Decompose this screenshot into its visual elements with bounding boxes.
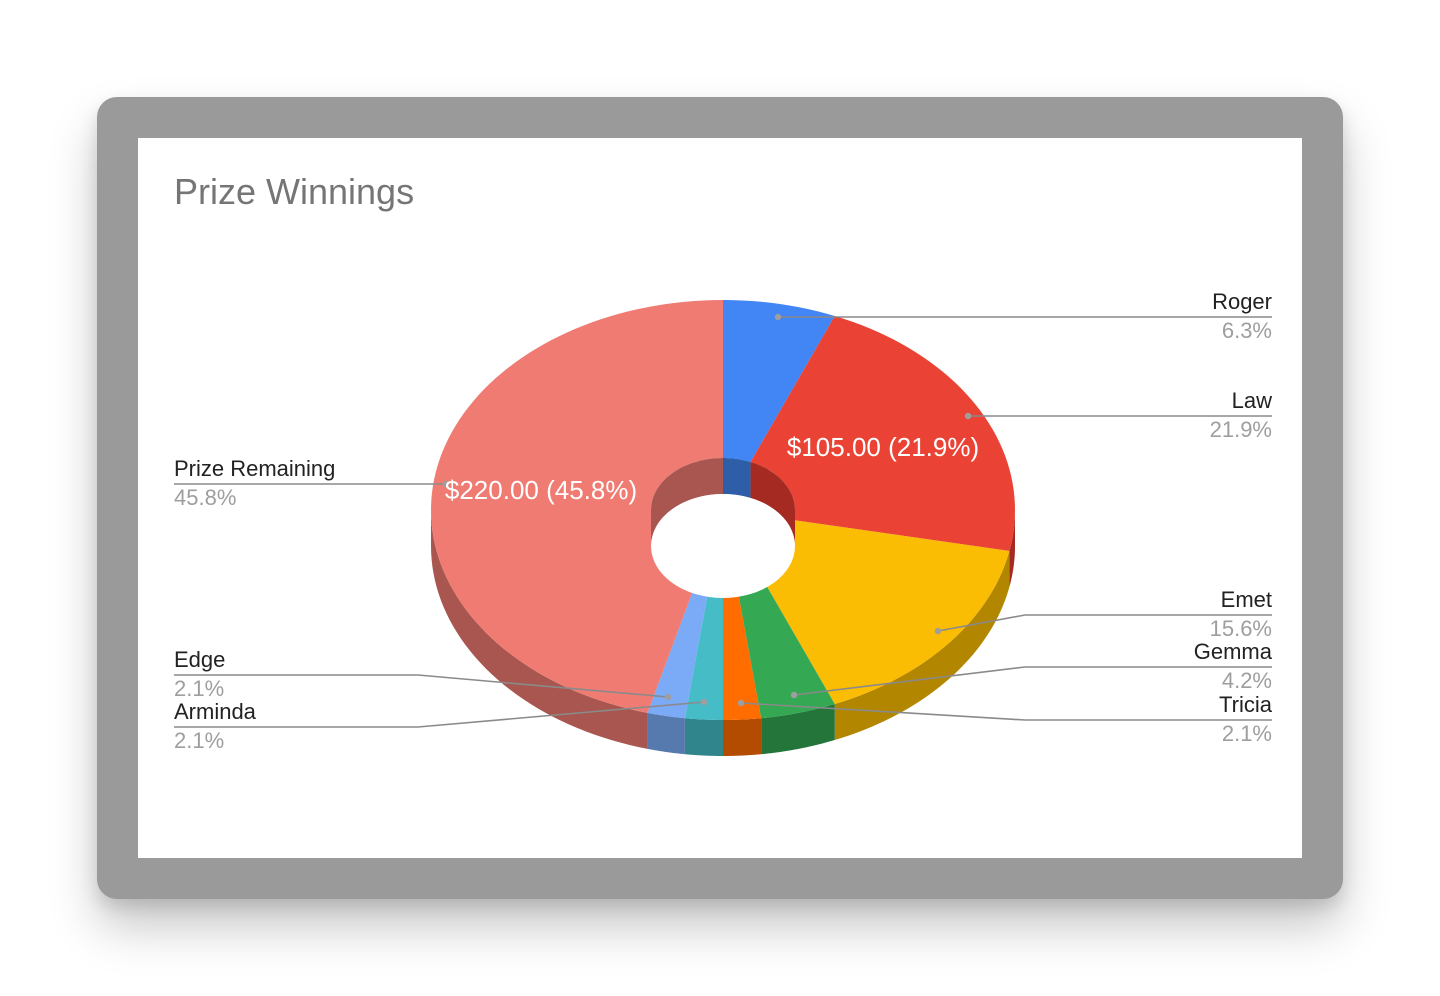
slice-gemma	[732, 558, 835, 719]
label-name-edge: Edge	[174, 647, 225, 672]
leader-line-arminda	[174, 701, 705, 728]
label-percent-edge: 2.1%	[174, 676, 224, 701]
leader-line-gemma	[793, 666, 1272, 696]
leader-line-tricia	[740, 702, 1272, 721]
label-name-tricia: Tricia	[1219, 692, 1273, 717]
leader-dot-prize-remaining	[442, 480, 450, 488]
label-name-emet: Emet	[1221, 587, 1272, 612]
slice-edge	[647, 560, 714, 719]
side-gemma	[761, 704, 835, 755]
label-name-law: Law	[1232, 388, 1272, 413]
pie-chart: Prize Winnings Roger 6.3% Law 21.9% Emet 15.6…	[174, 171, 1273, 756]
leader-dot-edge	[664, 693, 672, 701]
label-name-prize-remaining: Prize Remaining	[174, 456, 335, 481]
label-name-gemma: Gemma	[1194, 639, 1273, 664]
value-label-prize-remaining: $220.00 (45.8%)	[445, 475, 637, 505]
donut-hole	[651, 458, 795, 598]
side-emet	[834, 550, 1010, 741]
chart-card: Prize Winnings Roger 6.3% Law 21.9% Emet 15.6…	[138, 138, 1302, 858]
leader-dot-emet	[934, 627, 942, 635]
slice-tricia	[723, 561, 762, 720]
slice-prize-remaining	[431, 300, 723, 713]
label-name-arminda: Arminda	[174, 699, 257, 724]
side-prize-remaining	[431, 510, 648, 749]
leader-dot-tricia	[737, 699, 745, 707]
label-percent-prize-remaining: 45.8%	[174, 485, 236, 510]
leader-line-edge	[174, 674, 669, 698]
side-arminda	[684, 718, 723, 756]
leader-lines	[174, 313, 1272, 728]
leader-dot-arminda	[700, 698, 708, 706]
side-law	[1009, 510, 1015, 587]
label-percent-tricia: 2.1%	[1222, 721, 1272, 746]
label-percent-gemma: 4.2%	[1222, 668, 1272, 693]
label-percent-emet: 15.6%	[1210, 616, 1272, 641]
pie-sides	[431, 510, 1015, 756]
hole-opening	[651, 494, 795, 598]
leader-dot-gemma	[790, 691, 798, 699]
inner-wall-prize-remaining	[651, 458, 723, 546]
leader-dot-roger	[774, 313, 782, 321]
label-percent-roger: 6.3%	[1222, 318, 1272, 343]
slice-roger	[723, 300, 835, 462]
leader-dot-law	[964, 412, 972, 420]
side-edge	[647, 712, 685, 755]
value-label-law: $105.00 (21.9%)	[787, 432, 979, 462]
slice-arminda	[684, 561, 723, 720]
label-percent-law: 21.9%	[1210, 417, 1272, 442]
pie-top-faces	[431, 300, 1015, 720]
slice-labels: Roger 6.3% Law 21.9% Emet 15.6%Gemma 4.2%Trici…	[174, 289, 1273, 753]
slice-law	[750, 315, 1015, 551]
leader-line-emet	[937, 614, 1272, 632]
side-tricia	[723, 718, 762, 756]
label-percent-arminda: 2.1%	[174, 728, 224, 753]
chart-title: Prize Winnings	[174, 171, 414, 212]
device-frame: Prize Winnings Roger 6.3% Law 21.9% Emet 15.6…	[97, 97, 1343, 899]
slice-emet	[750, 520, 1010, 705]
inner-wall-roger	[723, 458, 751, 498]
inner-wall-law	[750, 461, 795, 546]
label-name-roger: Roger	[1212, 289, 1272, 314]
